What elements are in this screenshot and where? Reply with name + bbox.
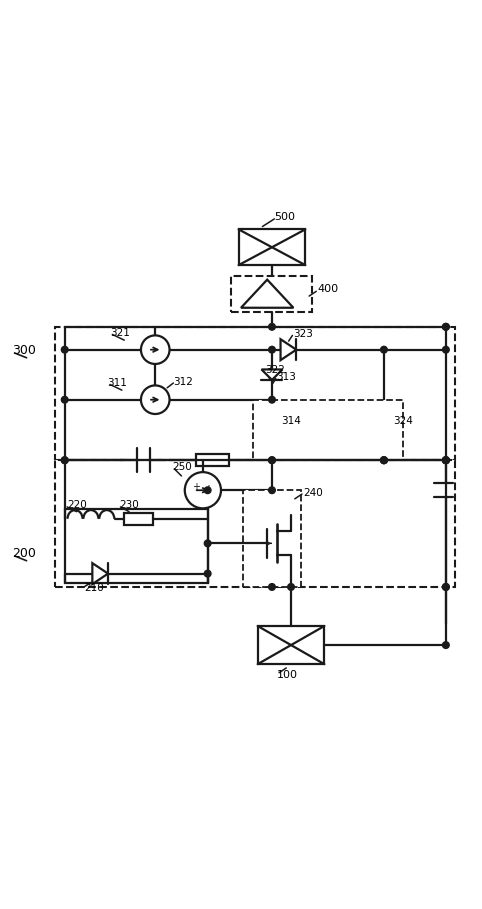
Text: 312: 312: [174, 376, 193, 386]
Bar: [258, 626, 324, 664]
Text: 324: 324: [393, 416, 414, 426]
Circle shape: [61, 396, 68, 403]
Circle shape: [442, 324, 449, 330]
Bar: [243, 490, 301, 587]
Text: 210: 210: [84, 583, 104, 593]
Bar: [377, 412, 391, 440]
Circle shape: [268, 324, 275, 330]
Circle shape: [268, 457, 275, 464]
Polygon shape: [93, 564, 108, 584]
Text: 100: 100: [277, 670, 298, 680]
Circle shape: [268, 396, 275, 403]
Polygon shape: [241, 280, 294, 308]
Bar: [196, 454, 229, 466]
Circle shape: [288, 584, 295, 590]
Text: 250: 250: [172, 463, 192, 473]
Circle shape: [442, 457, 449, 464]
Text: 300: 300: [13, 345, 36, 357]
Circle shape: [381, 457, 387, 464]
Text: 321: 321: [110, 328, 130, 338]
Circle shape: [442, 457, 449, 464]
Bar: [239, 229, 305, 265]
Circle shape: [442, 346, 449, 353]
Circle shape: [442, 324, 449, 330]
Text: 322: 322: [265, 365, 285, 375]
Bar: [65, 509, 208, 584]
Polygon shape: [281, 339, 296, 360]
Circle shape: [185, 472, 221, 508]
Bar: [231, 275, 312, 312]
Circle shape: [442, 584, 449, 590]
Circle shape: [268, 584, 275, 590]
Bar: [253, 400, 403, 460]
Text: 313: 313: [276, 372, 295, 382]
Text: 220: 220: [67, 501, 87, 511]
Circle shape: [61, 457, 68, 464]
Circle shape: [61, 457, 68, 464]
Circle shape: [204, 570, 211, 577]
Text: 500: 500: [274, 213, 295, 223]
Text: I: I: [207, 485, 210, 495]
Text: 323: 323: [294, 329, 313, 339]
Text: 240: 240: [303, 487, 322, 497]
Circle shape: [204, 540, 211, 546]
Circle shape: [381, 457, 387, 464]
Circle shape: [204, 487, 211, 494]
Text: 311: 311: [107, 378, 127, 388]
Text: 230: 230: [120, 501, 139, 511]
Text: 200: 200: [13, 547, 36, 560]
Circle shape: [141, 385, 170, 414]
Bar: [265, 412, 279, 440]
Text: +: +: [192, 482, 200, 492]
Circle shape: [381, 457, 387, 464]
Circle shape: [268, 346, 275, 353]
Circle shape: [442, 457, 449, 464]
Circle shape: [442, 584, 449, 590]
Circle shape: [141, 335, 170, 364]
Circle shape: [61, 346, 68, 353]
Circle shape: [381, 346, 387, 353]
Polygon shape: [262, 369, 282, 380]
Circle shape: [442, 642, 449, 648]
Text: 314: 314: [281, 416, 301, 426]
Circle shape: [268, 457, 275, 464]
Bar: [124, 513, 153, 524]
Bar: [55, 327, 455, 460]
Text: 400: 400: [317, 284, 338, 294]
Circle shape: [268, 487, 275, 494]
Bar: [55, 460, 455, 587]
Circle shape: [442, 457, 449, 464]
